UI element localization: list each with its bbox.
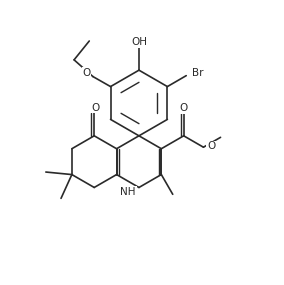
Text: Br: Br	[192, 68, 204, 78]
Text: O: O	[82, 68, 91, 78]
Text: O: O	[207, 141, 215, 151]
Text: NH: NH	[120, 187, 136, 197]
Text: O: O	[179, 103, 188, 113]
Text: O: O	[91, 103, 100, 113]
Text: OH: OH	[131, 37, 147, 47]
